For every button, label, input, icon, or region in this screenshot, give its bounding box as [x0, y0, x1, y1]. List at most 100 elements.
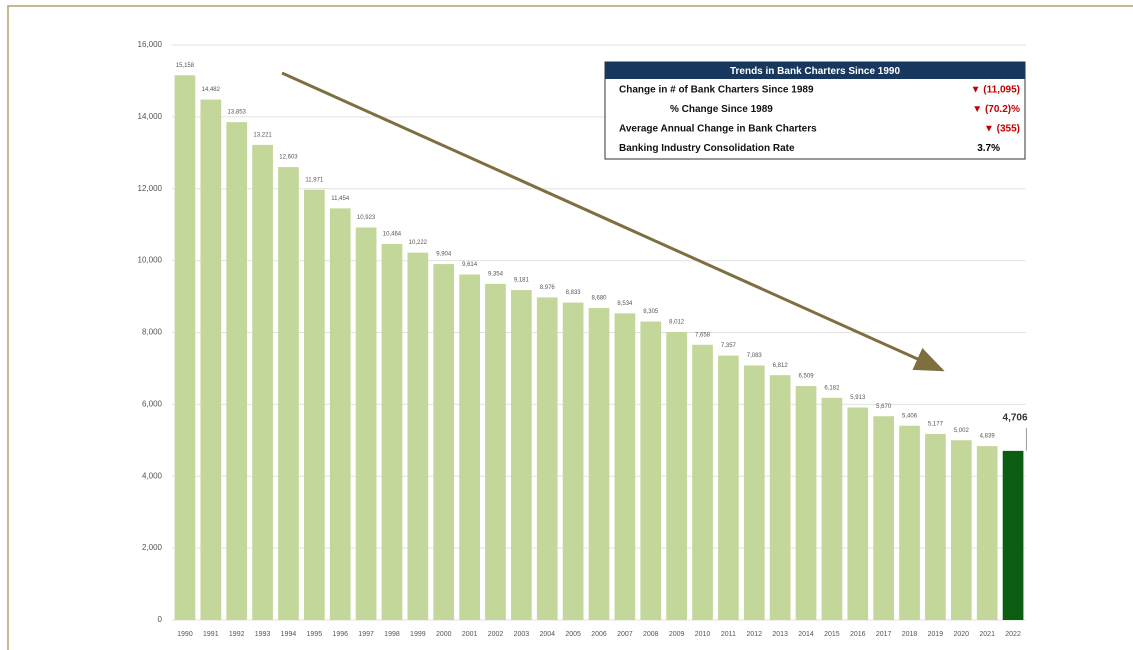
x-tick-label: 2000	[436, 631, 452, 638]
x-tick-label: 2015	[824, 631, 840, 638]
bar	[899, 425, 920, 620]
bar	[925, 433, 946, 620]
x-tick-label: 2001	[462, 631, 478, 638]
y-tick-label: 6,000	[142, 399, 163, 408]
value-label: 5,670	[876, 404, 892, 410]
value-label: 4,839	[980, 434, 996, 440]
x-tick-label: 2022	[1005, 631, 1021, 638]
table-row-value: ▼ (11,095)	[971, 84, 1020, 95]
value-label: 8,976	[540, 285, 556, 291]
bar	[226, 122, 248, 621]
bar	[433, 264, 455, 620]
value-label: 9,614	[462, 262, 478, 268]
bar	[769, 375, 791, 620]
bar	[847, 407, 869, 620]
value-label: 14,482	[202, 87, 221, 93]
value-label: 8,534	[617, 301, 633, 307]
y-tick-label: 10,000	[138, 256, 163, 265]
bar	[821, 397, 843, 620]
x-tick-label: 2021	[979, 631, 995, 638]
x-tick-label: 2005	[565, 631, 581, 638]
bar	[950, 440, 972, 620]
x-tick-label: 2008	[643, 631, 659, 638]
bar	[174, 75, 196, 620]
bar	[485, 283, 506, 620]
x-tick-label: 1991	[203, 631, 219, 638]
y-tick-label: 14,000	[138, 112, 163, 121]
value-label: 10,222	[409, 240, 428, 246]
value-label: 6,509	[799, 374, 815, 380]
bar	[511, 290, 532, 620]
value-label: 11,454	[331, 196, 350, 202]
value-label: 8,305	[643, 309, 659, 315]
bar	[200, 99, 222, 621]
x-tick-label: 2016	[850, 631, 866, 638]
bar	[329, 208, 351, 620]
x-tick-label: 2020	[954, 631, 970, 638]
bar	[536, 297, 558, 620]
table-header	[605, 62, 1025, 79]
bar	[1002, 450, 1024, 620]
bar	[562, 302, 584, 620]
x-tick-label: 2006	[591, 631, 607, 638]
value-label: 15,158	[176, 63, 195, 69]
x-tick-label: 1993	[255, 631, 271, 638]
x-tick-label: 2004	[539, 631, 555, 638]
bar	[252, 144, 273, 621]
value-label: 7,658	[695, 332, 711, 338]
bar	[873, 416, 895, 620]
y-tick-label: 0	[158, 615, 163, 624]
bar	[976, 446, 998, 620]
plot-area: 0 2,000 4,000 6,000 8,000 10,000 12,000 14,000 1…	[138, 40, 1028, 638]
x-tick-label: 1992	[229, 631, 245, 638]
value-label: 7,083	[747, 353, 763, 359]
table-row-value: 3.7%	[977, 143, 1000, 154]
x-tick-label: 2013	[772, 631, 788, 638]
bar	[303, 189, 325, 621]
value-label: 5,913	[850, 395, 866, 401]
x-tick-label: 1996	[332, 631, 348, 638]
bar	[278, 167, 299, 620]
value-label: 6,812	[773, 363, 789, 369]
value-label: 6,182	[824, 385, 840, 391]
x-tick-label: 1998	[384, 631, 400, 638]
x-tick-label: 2007	[617, 631, 633, 638]
x-tick-label: 2011	[721, 631, 736, 638]
value-label: 9,904	[436, 252, 452, 258]
bar	[381, 243, 403, 620]
frame	[7, 5, 1133, 650]
table-row-value: ▼ (70.2)%	[972, 104, 1020, 115]
x-tick-label: 2009	[669, 631, 685, 638]
value-label: 8,680	[591, 296, 607, 302]
x-tick-label: 2012	[746, 631, 762, 638]
y-tick-label: 2,000	[142, 543, 163, 552]
x-tick-label: 2014	[798, 631, 814, 638]
x-tick-label: 1997	[358, 631, 374, 638]
table-row-label: % Change Since 1989	[670, 104, 773, 115]
bar	[795, 386, 817, 620]
x-tick-label: 2017	[876, 631, 892, 638]
bar	[588, 308, 610, 620]
x-tick-label: 1990	[177, 631, 193, 638]
table-title: Trends in Bank Charters Since 1990	[730, 66, 901, 77]
y-tick-label: 4,000	[142, 471, 163, 480]
bar	[407, 252, 429, 620]
x-tick-label: 2019	[928, 631, 944, 638]
summary-table: Trends in Bank Charters Since 1990 Change…	[604, 61, 1026, 160]
bar	[614, 313, 636, 620]
value-label: 10,923	[357, 215, 376, 221]
value-label: 10,464	[383, 232, 402, 238]
x-tick-label: 1994	[281, 631, 297, 638]
table-row-value: ▼ (355)	[984, 123, 1020, 134]
value-label: 13,853	[228, 110, 247, 116]
bar	[692, 344, 713, 620]
bar	[666, 332, 687, 620]
y-tick-label: 8,000	[142, 328, 163, 337]
value-label: 5,002	[954, 428, 970, 434]
value-label: 5,406	[902, 413, 918, 419]
value-label: 4,706	[1003, 413, 1028, 424]
value-label: 9,354	[488, 271, 504, 277]
x-tick-label: 1995	[307, 631, 323, 638]
x-tick-label: 2018	[902, 631, 918, 638]
bar	[355, 227, 377, 620]
